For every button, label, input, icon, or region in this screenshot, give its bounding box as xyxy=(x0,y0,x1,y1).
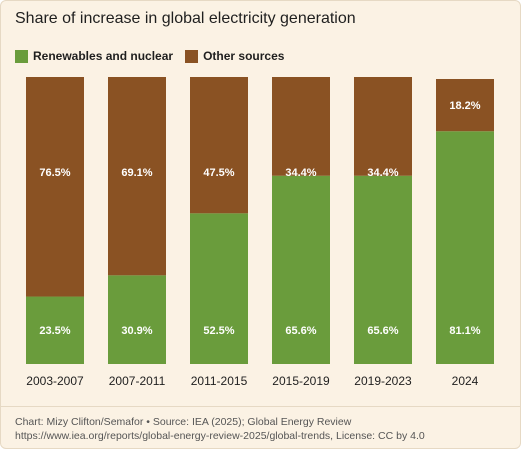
data-label-renewables-2024: 81.1% xyxy=(449,325,480,337)
source-note: Chart: Mizy Clifton/Semafor • Source: IE… xyxy=(15,416,425,442)
x-tick-label: 2011-2015 xyxy=(191,374,248,388)
data-label-renewables-2015-2019: 65.6% xyxy=(285,325,316,337)
bar-renewables-2007-2011 xyxy=(108,275,166,364)
data-label-other-2007-2011: 69.1% xyxy=(121,167,152,179)
legend-label-renewables: Renewables and nuclear xyxy=(33,49,174,63)
legend: Renewables and nuclear Other sources xyxy=(15,49,296,63)
data-label-renewables-2011-2015: 52.5% xyxy=(203,325,234,337)
legend-swatch-other xyxy=(185,49,199,63)
data-label-renewables-2003-2007: 23.5% xyxy=(39,325,70,337)
x-tick-label: 2003-2007 xyxy=(26,374,84,388)
bar-renewables-2019-2023 xyxy=(354,175,412,364)
x-tick-label: 2024 xyxy=(452,374,479,388)
x-tick-label: 2015-2019 xyxy=(272,374,330,388)
bar-other-2011-2015 xyxy=(190,77,248,214)
bar-renewables-2024 xyxy=(436,131,494,364)
bar-other-2024 xyxy=(436,79,494,132)
bar-other-2007-2011 xyxy=(108,77,166,276)
bar-renewables-2015-2019 xyxy=(272,175,330,364)
data-label-other-2011-2015: 47.5% xyxy=(203,167,234,179)
chart-title: Share of increase in global electricity … xyxy=(15,10,356,27)
legend-item-other: Other sources xyxy=(185,49,284,63)
legend-label-other: Other sources xyxy=(203,49,285,63)
data-label-other-2024: 18.2% xyxy=(449,100,480,112)
data-label-other-2015-2019: 34.4% xyxy=(285,167,316,179)
legend-item-renewables: Renewables and nuclear xyxy=(15,49,173,63)
data-label-renewables-2019-2023: 65.6% xyxy=(367,325,398,337)
data-label-renewables-2007-2011: 30.9% xyxy=(121,325,152,337)
bar-renewables-2011-2015 xyxy=(190,213,248,364)
data-label-other-2019-2023: 34.4% xyxy=(367,167,398,179)
footer: Chart: Mizy Clifton/Semafor • Source: IE… xyxy=(1,406,520,443)
legend-swatch-renewables xyxy=(15,49,28,63)
bar-other-2003-2007 xyxy=(26,77,84,297)
x-tick-label: 2019-2023 xyxy=(354,374,412,388)
bar-other-2015-2019 xyxy=(272,77,330,176)
x-tick-label: 2007-2011 xyxy=(109,374,166,388)
data-label-other-2003-2007: 76.5% xyxy=(39,167,70,179)
bar-renewables-2003-2007 xyxy=(26,296,84,364)
bar-other-2019-2023 xyxy=(354,77,412,176)
